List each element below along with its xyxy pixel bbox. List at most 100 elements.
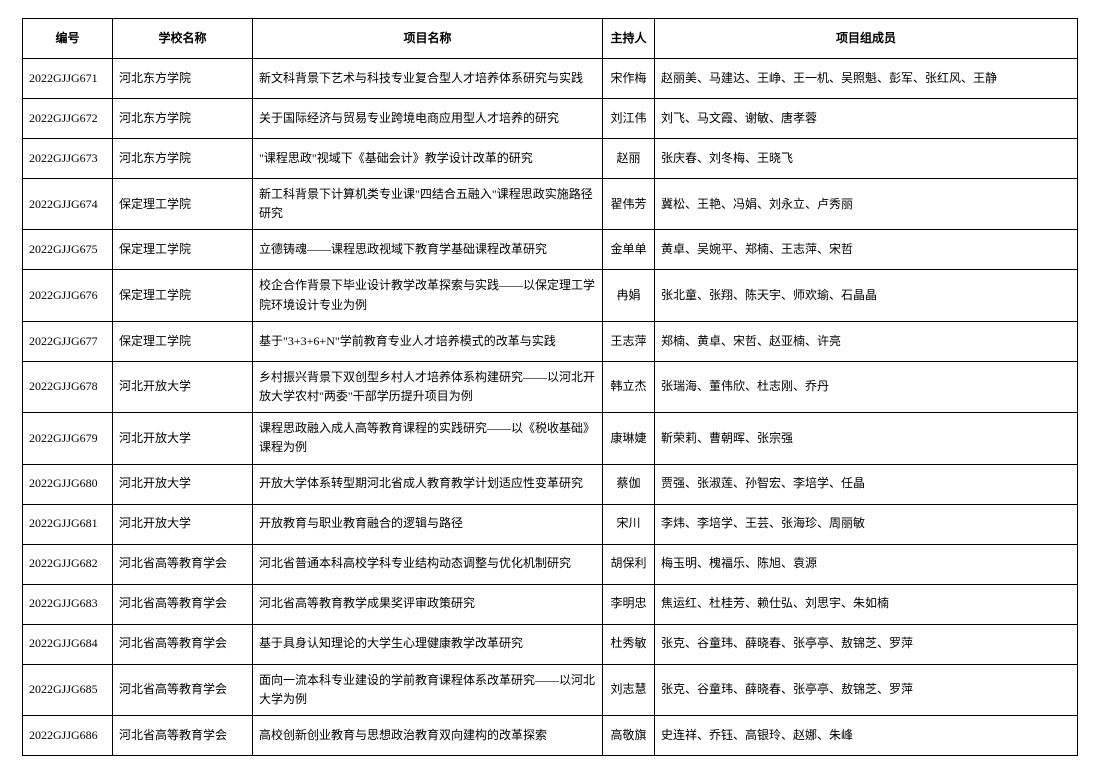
table-cell: 河北省高等教育学会 bbox=[113, 715, 253, 755]
col-host-header: 主持人 bbox=[603, 19, 655, 59]
table-cell: 2022GJJG678 bbox=[23, 361, 113, 412]
table-cell: 康琳婕 bbox=[603, 413, 655, 464]
table-cell: 黄卓、吴婉平、郑楠、王志萍、宋哲 bbox=[655, 230, 1078, 270]
table-cell: 靳荣莉、曹朝晖、张宗强 bbox=[655, 413, 1078, 464]
table-cell: 2022GJJG675 bbox=[23, 230, 113, 270]
table-cell: 赵丽 bbox=[603, 139, 655, 179]
table-cell: 翟伟芳 bbox=[603, 179, 655, 230]
table-cell: 张克、谷童玮、薛晓春、张亭亭、敖锦芝、罗萍 bbox=[655, 664, 1078, 715]
table-cell: 河北开放大学 bbox=[113, 464, 253, 504]
table-cell: 王志萍 bbox=[603, 321, 655, 361]
table-cell: 冉娟 bbox=[603, 270, 655, 321]
table-cell: 张克、谷童玮、薛晓春、张亭亭、敖锦芝、罗萍 bbox=[655, 624, 1078, 664]
table-cell: 河北省高等教育学会 bbox=[113, 544, 253, 584]
table-cell: 立德铸魂——课程思政视域下教育学基础课程改革研究 bbox=[253, 230, 603, 270]
table-cell: 河北开放大学 bbox=[113, 413, 253, 464]
table-cell: 关于国际经济与贸易专业跨境电商应用型人才培养的研究 bbox=[253, 99, 603, 139]
table-cell: 2022GJJG679 bbox=[23, 413, 113, 464]
table-row: 2022GJJG679河北开放大学课程思政融入成人高等教育课程的实践研究——以《… bbox=[23, 413, 1078, 464]
table-cell: 胡保利 bbox=[603, 544, 655, 584]
table-cell: 河北东方学院 bbox=[113, 139, 253, 179]
table-body: 2022GJJG671河北东方学院新文科背景下艺术与科技专业复合型人才培养体系研… bbox=[23, 59, 1078, 756]
col-project-header: 项目名称 bbox=[253, 19, 603, 59]
table-cell: 2022GJJG673 bbox=[23, 139, 113, 179]
table-row: 2022GJJG684河北省高等教育学会基于具身认知理论的大学生心理健康教学改革… bbox=[23, 624, 1078, 664]
table-row: 2022GJJG675保定理工学院立德铸魂——课程思政视域下教育学基础课程改革研… bbox=[23, 230, 1078, 270]
table-cell: 蔡伽 bbox=[603, 464, 655, 504]
table-cell: 2022GJJG674 bbox=[23, 179, 113, 230]
table-cell: 2022GJJG685 bbox=[23, 664, 113, 715]
table-cell: 乡村振兴背景下双创型乡村人才培养体系构建研究——以河北开放大学农村"两委"干部学… bbox=[253, 361, 603, 412]
table-cell: 河北省高等教育学会 bbox=[113, 664, 253, 715]
table-header: 编号 学校名称 项目名称 主持人 项目组成员 bbox=[23, 19, 1078, 59]
table-cell: 开放教育与职业教育融合的逻辑与路径 bbox=[253, 504, 603, 544]
table-cell: 韩立杰 bbox=[603, 361, 655, 412]
table-cell: 贾强、张淑莲、孙智宏、李培学、任晶 bbox=[655, 464, 1078, 504]
table-cell: 保定理工学院 bbox=[113, 270, 253, 321]
table-cell: 李炜、李培学、王芸、张海珍、周丽敏 bbox=[655, 504, 1078, 544]
table-row: 2022GJJG674保定理工学院新工科背景下计算机类专业课"四结合五融入"课程… bbox=[23, 179, 1078, 230]
table-cell: 张北童、张翔、陈天宇、师欢瑜、石晶晶 bbox=[655, 270, 1078, 321]
table-cell: 2022GJJG684 bbox=[23, 624, 113, 664]
table-cell: 课程思政融入成人高等教育课程的实践研究——以《税收基础》课程为例 bbox=[253, 413, 603, 464]
table-cell: 保定理工学院 bbox=[113, 179, 253, 230]
table-cell: 2022GJJG681 bbox=[23, 504, 113, 544]
table-cell: 郑楠、黄卓、宋哲、赵亚楠、许亮 bbox=[655, 321, 1078, 361]
table-cell: 基于"3+3+6+N"学前教育专业人才培养模式的改革与实践 bbox=[253, 321, 603, 361]
table-cell: 2022GJJG683 bbox=[23, 584, 113, 624]
table-cell: 河北省高等教育学会 bbox=[113, 584, 253, 624]
table-cell: 焦运红、杜桂芳、赖仕弘、刘思宇、朱如楠 bbox=[655, 584, 1078, 624]
table-row: 2022GJJG681河北开放大学开放教育与职业教育融合的逻辑与路径宋川李炜、李… bbox=[23, 504, 1078, 544]
table-cell: 河北东方学院 bbox=[113, 99, 253, 139]
table-row: 2022GJJG672河北东方学院关于国际经济与贸易专业跨境电商应用型人才培养的… bbox=[23, 99, 1078, 139]
table-cell: 2022GJJG676 bbox=[23, 270, 113, 321]
table-cell: 保定理工学院 bbox=[113, 321, 253, 361]
table-cell: "课程思政"视域下《基础会计》教学设计改革的研究 bbox=[253, 139, 603, 179]
table-cell: 新工科背景下计算机类专业课"四结合五融入"课程思政实施路径研究 bbox=[253, 179, 603, 230]
table-cell: 杜秀敏 bbox=[603, 624, 655, 664]
table-cell: 河北省普通本科高校学科专业结构动态调整与优化机制研究 bbox=[253, 544, 603, 584]
table-cell: 刘志慧 bbox=[603, 664, 655, 715]
table-cell: 保定理工学院 bbox=[113, 230, 253, 270]
table-cell: 2022GJJG682 bbox=[23, 544, 113, 584]
projects-table: 编号 学校名称 项目名称 主持人 项目组成员 2022GJJG671河北东方学院… bbox=[22, 18, 1078, 756]
table-cell: 金单单 bbox=[603, 230, 655, 270]
table-cell: 河北省高等教育教学成果奖评审政策研究 bbox=[253, 584, 603, 624]
table-row: 2022GJJG671河北东方学院新文科背景下艺术与科技专业复合型人才培养体系研… bbox=[23, 59, 1078, 99]
table-cell: 2022GJJG672 bbox=[23, 99, 113, 139]
col-id-header: 编号 bbox=[23, 19, 113, 59]
table-cell: 基于具身认知理论的大学生心理健康教学改革研究 bbox=[253, 624, 603, 664]
table-cell: 宋川 bbox=[603, 504, 655, 544]
table-row: 2022GJJG683河北省高等教育学会河北省高等教育教学成果奖评审政策研究李明… bbox=[23, 584, 1078, 624]
table-cell: 梅玉明、槐福乐、陈旭、袁源 bbox=[655, 544, 1078, 584]
table-cell: 2022GJJG677 bbox=[23, 321, 113, 361]
col-members-header: 项目组成员 bbox=[655, 19, 1078, 59]
table-cell: 史连祥、乔钰、高银玲、赵娜、朱峰 bbox=[655, 715, 1078, 755]
table-row: 2022GJJG677保定理工学院基于"3+3+6+N"学前教育专业人才培养模式… bbox=[23, 321, 1078, 361]
table-cell: 河北东方学院 bbox=[113, 59, 253, 99]
table-cell: 张瑞海、董伟欣、杜志刚、乔丹 bbox=[655, 361, 1078, 412]
table-cell: 张庆春、刘冬梅、王晓飞 bbox=[655, 139, 1078, 179]
header-row: 编号 学校名称 项目名称 主持人 项目组成员 bbox=[23, 19, 1078, 59]
table-row: 2022GJJG678河北开放大学乡村振兴背景下双创型乡村人才培养体系构建研究—… bbox=[23, 361, 1078, 412]
table-cell: 2022GJJG671 bbox=[23, 59, 113, 99]
table-row: 2022GJJG682河北省高等教育学会河北省普通本科高校学科专业结构动态调整与… bbox=[23, 544, 1078, 584]
table-row: 2022GJJG686河北省高等教育学会高校创新创业教育与思想政治教育双向建构的… bbox=[23, 715, 1078, 755]
table-cell: 校企合作背景下毕业设计教学改革探索与实践——以保定理工学院环境设计专业为例 bbox=[253, 270, 603, 321]
table-row: 2022GJJG673河北东方学院"课程思政"视域下《基础会计》教学设计改革的研… bbox=[23, 139, 1078, 179]
table-row: 2022GJJG685河北省高等教育学会面向一流本科专业建设的学前教育课程体系改… bbox=[23, 664, 1078, 715]
table-cell: 高校创新创业教育与思想政治教育双向建构的改革探索 bbox=[253, 715, 603, 755]
table-cell: 刘江伟 bbox=[603, 99, 655, 139]
table-cell: 冀松、王艳、冯娟、刘永立、卢秀丽 bbox=[655, 179, 1078, 230]
table-cell: 河北开放大学 bbox=[113, 504, 253, 544]
table-cell: 新文科背景下艺术与科技专业复合型人才培养体系研究与实践 bbox=[253, 59, 603, 99]
table-cell: 河北省高等教育学会 bbox=[113, 624, 253, 664]
table-cell: 李明忠 bbox=[603, 584, 655, 624]
col-school-header: 学校名称 bbox=[113, 19, 253, 59]
table-cell: 赵丽美、马建达、王峥、王一机、吴照魁、彭军、张红风、王静 bbox=[655, 59, 1078, 99]
table-cell: 高敬旗 bbox=[603, 715, 655, 755]
table-cell: 刘飞、马文霞、谢敏、唐孝蓉 bbox=[655, 99, 1078, 139]
table-row: 2022GJJG676保定理工学院校企合作背景下毕业设计教学改革探索与实践——以… bbox=[23, 270, 1078, 321]
table-cell: 2022GJJG680 bbox=[23, 464, 113, 504]
table-row: 2022GJJG680河北开放大学开放大学体系转型期河北省成人教育教学计划适应性… bbox=[23, 464, 1078, 504]
